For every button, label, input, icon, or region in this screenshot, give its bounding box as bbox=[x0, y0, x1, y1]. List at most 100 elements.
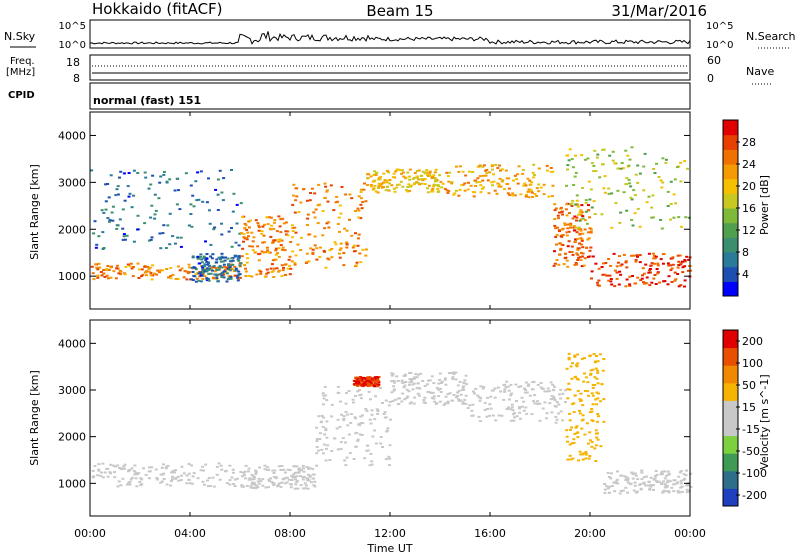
velocity-echo-cell bbox=[311, 473, 315, 476]
power-echo-cell bbox=[306, 217, 310, 220]
velocity-echo-cell bbox=[603, 483, 607, 485]
power-echo-cell bbox=[290, 260, 294, 263]
power-echo-cell bbox=[573, 215, 577, 218]
velocity-echo-cell bbox=[279, 485, 283, 488]
velocity-echo-cell bbox=[685, 469, 689, 472]
velocity-echo-cell bbox=[640, 471, 644, 474]
power-echo-cell bbox=[636, 181, 640, 184]
power-echo-cell bbox=[542, 183, 546, 186]
power-echo-cell bbox=[263, 241, 267, 244]
velocity-echo-cell bbox=[649, 485, 653, 488]
velocity-echo-cell bbox=[483, 408, 487, 411]
power-echo-cell bbox=[565, 184, 568, 187]
power-echo-cell bbox=[136, 228, 140, 231]
power-echo-cell bbox=[352, 250, 356, 253]
velocity-echo-cell bbox=[569, 365, 573, 368]
power-echo-cell bbox=[597, 267, 601, 270]
power-echo-cell bbox=[576, 253, 580, 256]
velocity-echo-cell bbox=[676, 491, 680, 494]
velocity-echo-cell bbox=[607, 476, 611, 478]
velocity-echo-cell bbox=[119, 468, 123, 471]
velocity-echo-cell bbox=[568, 419, 572, 422]
power-echo-cell bbox=[263, 223, 266, 226]
power-echo-cell bbox=[478, 181, 482, 183]
power-echo-cell bbox=[288, 255, 292, 258]
power-echo-cell bbox=[221, 271, 225, 274]
velocity-echo-cell bbox=[589, 372, 593, 375]
power-echo-cell bbox=[660, 186, 664, 189]
power-echo-cell bbox=[525, 193, 528, 196]
nave-tick-top: 60 bbox=[707, 54, 721, 67]
power-echo-cell bbox=[197, 279, 201, 282]
power-echo-cell bbox=[415, 170, 419, 172]
power-echo-cell bbox=[339, 212, 343, 215]
power-echo-cell bbox=[216, 178, 220, 181]
velocity-echo-cell bbox=[670, 486, 674, 489]
power-echo-cell bbox=[621, 167, 625, 170]
velocity-echo-cell bbox=[596, 371, 600, 374]
power-echo-cell bbox=[598, 176, 602, 179]
power-echo-cell bbox=[230, 245, 234, 248]
velocity-echo-cell bbox=[364, 408, 368, 410]
velocity-echo-cell bbox=[93, 465, 97, 468]
power-echo-cell bbox=[557, 263, 561, 266]
power-echo-cell bbox=[203, 270, 207, 273]
velocity-echo-cell bbox=[602, 420, 606, 423]
power-echo-cell bbox=[595, 156, 599, 159]
velocity-y-tick-label: 2000 bbox=[58, 431, 86, 444]
power-echo-cell bbox=[474, 185, 478, 187]
velocity-echo-cell bbox=[322, 397, 326, 400]
power-echo-cell bbox=[267, 216, 271, 219]
power-echo-cell bbox=[431, 185, 435, 188]
power-echo-cell bbox=[237, 255, 241, 258]
power-echo-cell bbox=[97, 235, 101, 238]
power-echo-cell bbox=[563, 224, 567, 227]
velocity-echo-cell bbox=[218, 478, 222, 481]
power-echo-cell bbox=[261, 241, 265, 244]
velocity-echo-cell bbox=[572, 411, 576, 413]
power-echo-cell bbox=[278, 238, 282, 241]
velocity-echo-cell bbox=[97, 469, 101, 472]
velocity-echo-cell bbox=[439, 391, 443, 393]
power-echo-cell bbox=[342, 252, 346, 254]
velocity-echo-cell bbox=[312, 484, 316, 487]
power-echo-cell bbox=[277, 240, 281, 243]
power-echo-cell bbox=[575, 252, 579, 255]
power-echo-cell bbox=[446, 175, 450, 178]
velocity-echo-cell bbox=[353, 383, 357, 386]
power-echo-cell bbox=[340, 186, 344, 188]
power-echo-cell bbox=[673, 271, 677, 274]
velocity-echo-cell bbox=[679, 470, 683, 473]
power-echo-cell bbox=[202, 257, 206, 260]
power-echo-cell bbox=[676, 254, 680, 257]
velocity-echo-cell bbox=[321, 392, 325, 395]
power-echo-cell bbox=[600, 266, 604, 268]
power-echo-cell bbox=[256, 245, 260, 248]
power-echo-cell bbox=[609, 278, 613, 280]
power-echo-cell bbox=[95, 243, 99, 246]
power-echo-cell bbox=[190, 278, 194, 281]
power-echo-cell bbox=[619, 167, 623, 170]
power-echo-cell bbox=[659, 218, 663, 221]
power-echo-cell bbox=[619, 211, 623, 214]
velocity-echo-cell bbox=[304, 484, 308, 487]
velocity-echo-cell bbox=[96, 474, 100, 477]
velocity-echo-cell bbox=[228, 483, 232, 486]
power-echo-cell bbox=[187, 224, 191, 227]
velocity-echo-cell bbox=[532, 400, 536, 403]
power-echo-cell bbox=[681, 271, 685, 274]
power-echo-cell bbox=[648, 268, 652, 270]
velocity-echo-cell bbox=[590, 410, 594, 413]
power-echo-cell bbox=[359, 197, 363, 200]
velocity-echo-cell bbox=[322, 394, 326, 397]
velocity-echo-cell bbox=[527, 383, 531, 386]
power-echo-cell bbox=[140, 268, 144, 271]
velocity-echo-cell bbox=[101, 476, 105, 479]
velocity-echo-cell bbox=[660, 483, 663, 486]
velocity-echo-cell bbox=[91, 469, 95, 472]
velocity-echo-cell bbox=[330, 450, 334, 452]
freq-tick-top: 18 bbox=[66, 56, 80, 69]
power-echo-cell bbox=[189, 213, 193, 215]
velocity-echo-cell bbox=[566, 388, 570, 391]
power-echo-cell bbox=[551, 184, 555, 187]
